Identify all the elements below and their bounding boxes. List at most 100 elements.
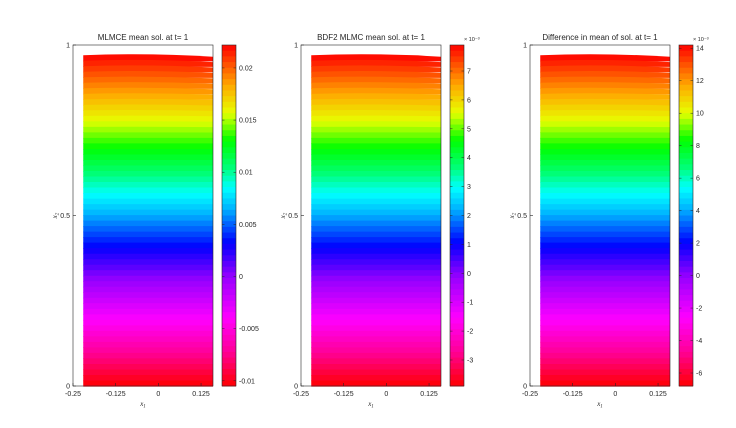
contour-band: [540, 98, 670, 106]
y-tick-label: 0.5: [288, 213, 298, 220]
contour-band: [540, 76, 670, 84]
contour-band: [311, 292, 441, 299]
colorbar-segment: [450, 215, 464, 222]
contour-band: [540, 148, 670, 156]
colorbar-tick-label: 0.01: [239, 170, 253, 177]
contour-band: [83, 237, 214, 244]
colorbar-segment: [450, 323, 464, 330]
colorbar-segment: [679, 232, 693, 239]
colorbar-segment: [222, 357, 236, 364]
colorbar-segment: [679, 198, 693, 205]
colorbar-tick-label: 0: [239, 274, 243, 281]
contour-band: [540, 330, 670, 337]
contour-band: [311, 380, 441, 387]
contour-band: [83, 314, 214, 321]
colorbar-segment: [222, 368, 236, 376]
contour-band: [83, 369, 214, 376]
contour-band: [311, 87, 441, 95]
colorbar-segment: [450, 374, 464, 381]
colorbar-segment: [450, 340, 464, 347]
contour-band: [83, 59, 214, 67]
colorbar-segment: [679, 62, 693, 69]
colorbar-segment: [679, 141, 693, 148]
colorbar-exponent-label: × 10⁻³: [464, 37, 480, 43]
colorbar-tick-label: 0: [467, 271, 471, 278]
contour-band: [540, 87, 670, 95]
colorbar-segment: [450, 346, 464, 353]
colorbar-segment: [679, 289, 693, 296]
contour-band: [311, 182, 441, 189]
x-tick-label: -0.25: [293, 391, 309, 398]
colorbar-segment: [222, 170, 236, 177]
contour-band: [311, 187, 441, 194]
colorbar-box: [678, 44, 694, 387]
colorbar-segment: [450, 295, 464, 302]
colorbar-segment: [222, 209, 236, 216]
contour-band: [311, 137, 441, 145]
contour-band: [83, 286, 214, 293]
colorbar-segment: [450, 198, 464, 205]
contour-band: [83, 76, 214, 84]
colorbar-tick-label: -0.01: [239, 378, 255, 385]
colorbar-segment: [222, 79, 236, 86]
contour-band: [83, 374, 214, 382]
colorbar-segment: [222, 380, 236, 387]
contour-band: [83, 308, 214, 315]
contour-band: [83, 110, 214, 117]
contour-band: [311, 115, 441, 122]
x-axis-label: x1: [139, 400, 146, 410]
colorbar-segment: [222, 198, 236, 205]
colorbar-segment: [450, 357, 464, 364]
y-tick-label: 0: [66, 384, 70, 391]
contour-band: [540, 70, 670, 78]
contour-band: [311, 242, 441, 249]
colorbar-segment: [679, 278, 693, 285]
contour-band: [311, 220, 441, 227]
colorbar-segment: [450, 334, 464, 342]
contour-band: [311, 374, 441, 382]
colorbar-segment: [679, 67, 693, 74]
colorbar-segment: [222, 221, 236, 228]
contour-band: [540, 104, 670, 111]
contour-band: [311, 341, 441, 349]
colorbar-segment: [450, 50, 464, 57]
subplot-title: BDF2 MLMC mean sol. at t= 1: [317, 33, 425, 42]
contour-band: [83, 198, 214, 205]
colorbar-segment: [450, 380, 464, 387]
colorbar-segment: [679, 101, 693, 109]
colorbar-tick-label: 6: [467, 97, 471, 104]
x-tick-label: -0.25: [65, 391, 81, 398]
contour-band: [311, 54, 441, 62]
contour-band: [540, 352, 670, 360]
colorbar-segment: [450, 79, 464, 86]
x-tick-label: -0.125: [106, 391, 126, 398]
colorbar-tick-label: 1: [467, 242, 471, 249]
contour-band: [540, 325, 670, 332]
subplot-1: -0.25 -0.125 0 0.125 0 0.5 1 MLMCE mean sol. at…: [51, 33, 259, 410]
colorbar-segment: [450, 317, 464, 324]
contour-band: [540, 209, 670, 216]
colorbar-segment: [450, 164, 464, 171]
contour-band: [83, 264, 214, 271]
colorbar-segment: [222, 135, 236, 143]
colorbar-segment: [222, 118, 236, 126]
colorbar-tick-label: 12: [696, 78, 704, 85]
contour-band: [540, 115, 670, 122]
colorbar-segment: [222, 175, 236, 182]
colorbar-segment: [679, 113, 693, 120]
colorbar-segment: [679, 204, 693, 211]
colorbar-segment: [679, 368, 693, 376]
colorbar-segment: [679, 226, 693, 234]
x-tick-label: 0.125: [649, 391, 667, 398]
contour-band: [83, 259, 214, 266]
contour-band: [311, 176, 441, 183]
colorbar-tick-label: -0.005: [239, 326, 259, 333]
colorbar-segment: [679, 164, 693, 171]
colorbar-segment: [222, 249, 236, 256]
contour-band: [83, 297, 214, 304]
colorbar-tick-label: -2: [467, 329, 473, 336]
contour-band: [83, 165, 214, 172]
colorbar-tick-label: 7: [467, 69, 471, 76]
colorbar-segment: [222, 300, 236, 307]
contour-field: [540, 54, 670, 387]
